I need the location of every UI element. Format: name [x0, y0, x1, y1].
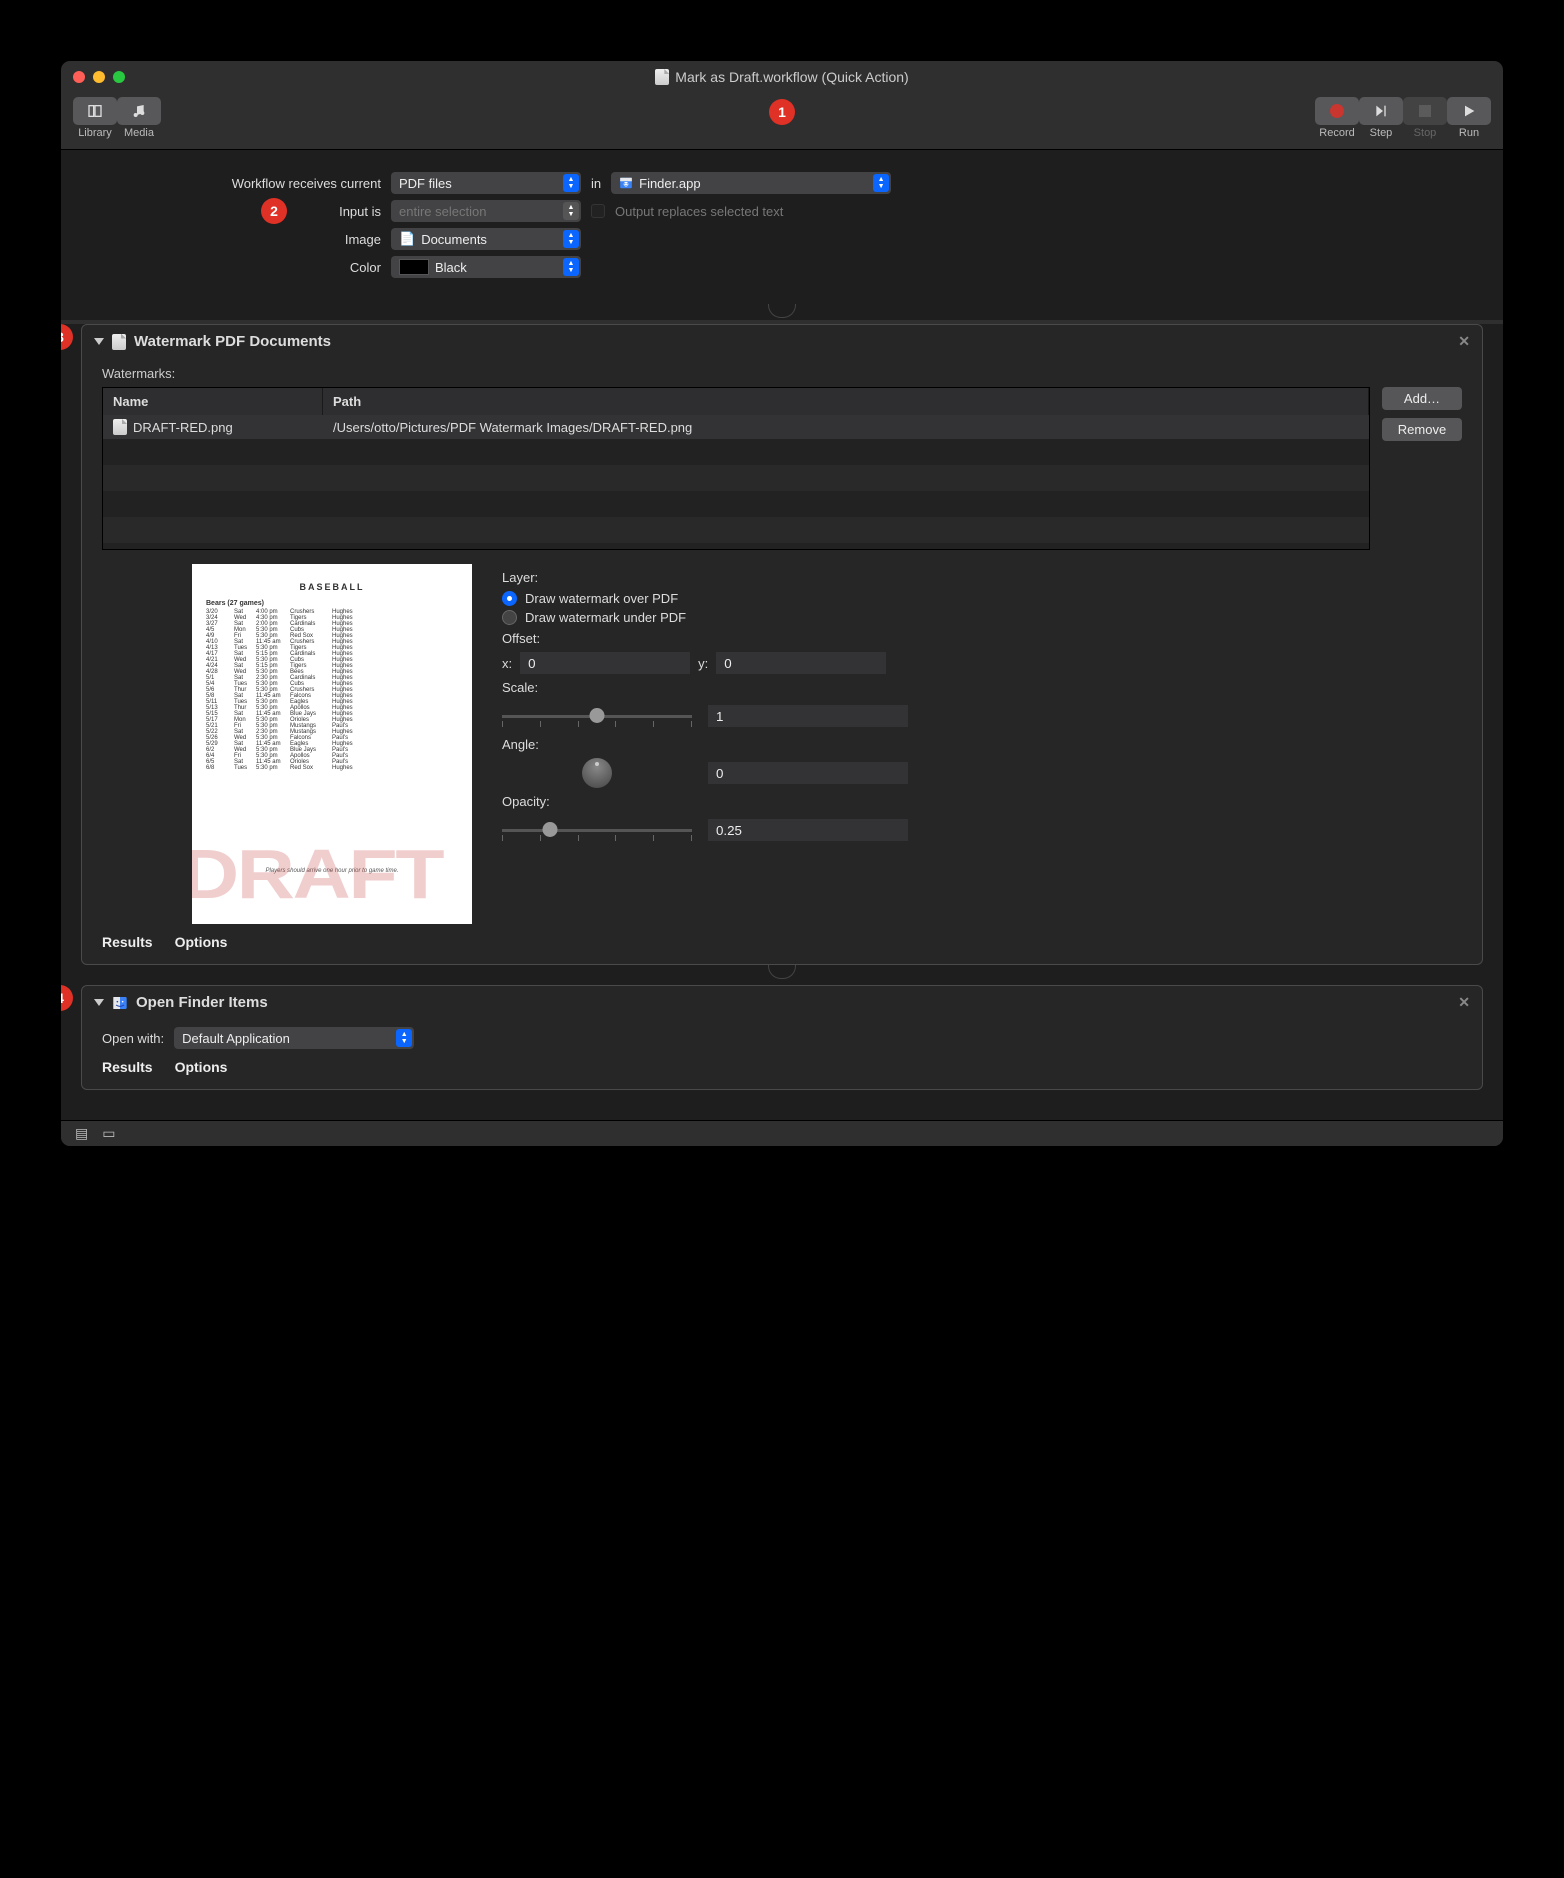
add-button[interactable]: Add…	[1382, 387, 1462, 410]
in-app-select[interactable]: Finder.app ▲▼	[611, 172, 891, 194]
pdf-action-icon	[112, 334, 126, 350]
action-watermark-pdf: Watermark PDF Documents ✕ Watermarks: Na…	[81, 324, 1483, 965]
variables-view-icon[interactable]: ▭	[102, 1125, 115, 1142]
media-button[interactable]	[117, 97, 161, 125]
y-label: y:	[698, 656, 708, 671]
step-label: Step	[1370, 127, 1393, 139]
offset-y-input[interactable]	[716, 652, 886, 674]
workflow-config: Workflow receives current PDF files▲▼ in…	[61, 150, 1503, 304]
opacity-label: Opacity:	[502, 794, 1462, 809]
openwith-select[interactable]: Default Application▲▼	[174, 1027, 414, 1049]
layer-over-radio[interactable]	[502, 591, 517, 606]
watermark-controls: Layer: Draw watermark over PDF Draw wate…	[502, 564, 1462, 924]
watermarks-table: Name Path DRAFT-RED.png /Users/otto/Pict…	[102, 387, 1370, 550]
stop-button[interactable]	[1403, 97, 1447, 125]
action-open-finder-items: Open Finder Items ✕ Open with: Default A…	[81, 985, 1483, 1090]
input-is-label: Input is	[81, 204, 381, 219]
library-button[interactable]	[73, 97, 117, 125]
record-label: Record	[1319, 127, 1354, 139]
col-name[interactable]: Name	[103, 388, 323, 415]
angle-label: Angle:	[502, 737, 1462, 752]
col-path[interactable]: Path	[323, 388, 1369, 415]
titlebar: Mark as Draft.workflow (Quick Action)	[61, 61, 1503, 93]
disclosure-triangle[interactable]	[94, 338, 104, 345]
draft-watermark: DRAFT	[192, 834, 442, 914]
toolbar: Library Media 1 Record Step	[61, 93, 1503, 149]
disclosure-triangle[interactable]	[94, 999, 104, 1006]
layer-under-radio[interactable]	[502, 610, 517, 625]
openwith-label: Open with:	[102, 1031, 164, 1046]
options-tab[interactable]: Options	[175, 934, 228, 950]
callout-1: 1	[769, 99, 795, 125]
receives-select[interactable]: PDF files▲▼	[391, 172, 581, 194]
layer-under-label: Draw watermark under PDF	[525, 610, 686, 625]
image-label: Image	[81, 232, 381, 247]
angle-input[interactable]	[708, 762, 908, 784]
automator-window: Mark as Draft.workflow (Quick Action) Li…	[60, 60, 1504, 1147]
remove-action-button[interactable]: ✕	[1458, 333, 1470, 350]
bottom-bar: ▤ ▭	[61, 1120, 1503, 1146]
action-title: Watermark PDF Documents	[134, 333, 331, 350]
opacity-input[interactable]	[708, 819, 908, 841]
layer-label: Layer:	[502, 570, 1462, 585]
window-title: Mark as Draft.workflow (Quick Action)	[675, 69, 908, 85]
scale-input[interactable]	[708, 705, 908, 727]
offset-x-input[interactable]	[520, 652, 690, 674]
callout-4: 4	[60, 985, 73, 1011]
layer-over-label: Draw watermark over PDF	[525, 591, 678, 606]
angle-knob[interactable]	[582, 758, 612, 788]
scale-label: Scale:	[502, 680, 1462, 695]
finder-icon	[112, 995, 128, 1011]
watermarks-label: Watermarks:	[102, 366, 1462, 381]
stop-label: Stop	[1414, 127, 1437, 139]
options-tab[interactable]: Options	[175, 1059, 228, 1075]
results-tab[interactable]: Results	[102, 1059, 153, 1075]
output-replaces-checkbox	[591, 204, 605, 218]
remove-button[interactable]: Remove	[1382, 418, 1462, 441]
remove-action-button[interactable]: ✕	[1458, 994, 1470, 1011]
log-view-icon[interactable]: ▤	[75, 1125, 88, 1142]
offset-label: Offset:	[502, 631, 1462, 646]
callout-2: 2	[261, 198, 287, 224]
opacity-slider[interactable]	[502, 815, 692, 845]
record-button[interactable]	[1315, 97, 1359, 125]
callout-3: 3	[60, 324, 73, 350]
scale-slider[interactable]	[502, 701, 692, 731]
table-row[interactable]: DRAFT-RED.png /Users/otto/Pictures/PDF W…	[103, 415, 1369, 439]
color-label: Color	[81, 260, 381, 275]
row-path: /Users/otto/Pictures/PDF Watermark Image…	[333, 420, 1359, 435]
results-tab[interactable]: Results	[102, 934, 153, 950]
color-select[interactable]: Black ▲▼	[391, 256, 581, 278]
pdf-preview: BASEBALL Bears (27 games) 3/20Sat4:00 pm…	[192, 564, 472, 924]
action-title: Open Finder Items	[136, 994, 268, 1011]
step-button[interactable]	[1359, 97, 1403, 125]
row-name: DRAFT-RED.png	[133, 420, 233, 435]
workflow-area: 3 Watermark PDF Documents ✕ Watermarks: …	[61, 324, 1503, 1120]
input-is-select: entire selection▲▼	[391, 200, 581, 222]
png-file-icon	[113, 419, 127, 435]
run-button[interactable]	[1447, 97, 1491, 125]
color-swatch	[399, 259, 429, 275]
library-label: Library	[78, 127, 112, 139]
run-label: Run	[1459, 127, 1479, 139]
image-select[interactable]: 📄 Documents ▲▼	[391, 228, 581, 250]
workflow-file-icon	[655, 69, 669, 85]
in-label: in	[591, 176, 601, 191]
receives-label: Workflow receives current	[81, 176, 381, 191]
x-label: x:	[502, 656, 512, 671]
media-label: Media	[124, 127, 154, 139]
output-replaces-label: Output replaces selected text	[615, 204, 783, 219]
documents-icon: 📄	[399, 231, 415, 247]
